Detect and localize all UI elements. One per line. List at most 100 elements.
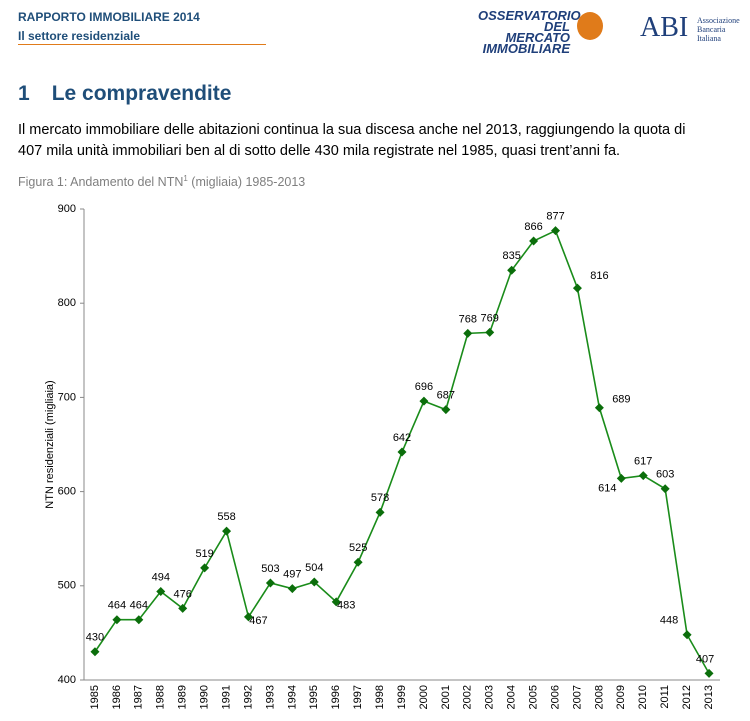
- logo-text: Associazione: [697, 16, 740, 25]
- report-subtitle: Il settore residenziale: [18, 29, 141, 43]
- data-label: 614: [598, 482, 616, 494]
- marker: [616, 473, 626, 483]
- paragraph: Il mercato immobiliare delle abitazioni …: [18, 120, 750, 162]
- marker: [507, 265, 517, 275]
- x-tick-label: 1985: [89, 685, 101, 709]
- marker: [353, 557, 363, 567]
- data-label: 525: [349, 542, 367, 554]
- marker: [572, 283, 582, 293]
- x-tick-label: 1988: [155, 685, 167, 709]
- y-tick-label: 900: [58, 203, 76, 215]
- x-tick-label: 2009: [615, 685, 627, 709]
- caption-sup: 1: [183, 174, 188, 183]
- x-tick-label: 1986: [111, 685, 123, 709]
- marker: [112, 615, 122, 625]
- x-tick-label: 2004: [506, 685, 518, 709]
- data-label: 464: [130, 600, 148, 612]
- data-label: 866: [524, 221, 542, 233]
- data-label: 689: [612, 394, 630, 406]
- marker: [594, 403, 604, 413]
- marker: [638, 471, 648, 481]
- x-tick-label: 1999: [396, 685, 408, 709]
- marker: [551, 226, 561, 236]
- data-label: 503: [261, 563, 279, 575]
- x-tick-label: 1994: [286, 685, 298, 709]
- data-label: 497: [283, 569, 301, 581]
- x-tick-label: 1998: [374, 685, 386, 709]
- data-label: 617: [634, 455, 652, 467]
- x-tick-label: 2012: [681, 685, 693, 709]
- data-label: 407: [696, 653, 714, 665]
- x-tick-label: 1991: [220, 685, 232, 709]
- data-label: 558: [217, 511, 235, 523]
- data-label: 696: [415, 381, 433, 393]
- data-label: 877: [546, 211, 564, 223]
- marker: [529, 236, 539, 246]
- y-tick-label: 600: [58, 486, 76, 498]
- x-tick-label: 2000: [418, 685, 430, 709]
- marker: [331, 597, 341, 607]
- y-tick-label: 400: [58, 674, 76, 686]
- marker: [222, 526, 232, 536]
- section-number: 1: [18, 82, 30, 105]
- logo-abi-text: Associazione Bancaria Italiana: [697, 16, 740, 43]
- section-title: Le compravendite: [51, 82, 232, 105]
- marker: [704, 668, 714, 678]
- marker: [287, 584, 297, 594]
- data-label: 687: [437, 390, 455, 402]
- data-label: 483: [337, 600, 355, 612]
- caption-rest: (migliaia) 1985-2013: [187, 175, 306, 190]
- data-label: 464: [108, 600, 126, 612]
- marker: [243, 612, 253, 622]
- marker: [419, 396, 429, 406]
- report-title: RAPPORTO IMMOBILIARE 2014: [18, 10, 200, 24]
- data-label: 768: [459, 313, 477, 325]
- paragraph-line: Il mercato immobiliare delle abitazioni …: [18, 122, 686, 138]
- x-tick-label: 1993: [264, 685, 276, 709]
- y-tick-label: 500: [58, 580, 76, 592]
- marker: [90, 647, 100, 657]
- data-label: 467: [249, 615, 267, 627]
- logo-mark: [577, 12, 603, 40]
- data-label: 494: [152, 571, 170, 583]
- x-tick-label: 1996: [330, 685, 342, 709]
- x-tick-label: 2010: [637, 685, 649, 709]
- data-label: 603: [656, 469, 674, 481]
- x-tick-label: 2007: [571, 685, 583, 709]
- section-heading: 1 Le compravendite: [18, 82, 231, 106]
- logo-text: IMMOBILIARE: [482, 41, 570, 56]
- marker: [485, 327, 495, 337]
- logo-omi: OSSERVATORIO DEL MERCATO IMMOBILIARE: [478, 8, 581, 56]
- x-tick-label: 2002: [462, 685, 474, 709]
- logo-text: Bancaria: [697, 25, 726, 34]
- data-label: 578: [371, 492, 389, 504]
- data-label: 519: [195, 548, 213, 560]
- logo-text: OSSERVATORIO: [478, 8, 581, 23]
- x-tick-label: 1989: [177, 685, 189, 709]
- marker: [178, 603, 188, 613]
- marker: [397, 447, 407, 457]
- data-label: 448: [660, 615, 678, 627]
- data-label: 430: [86, 632, 104, 644]
- x-tick-label: 1990: [199, 685, 211, 709]
- x-tick-label: 1992: [242, 685, 254, 709]
- logo-text: DEL MERCATO: [505, 19, 570, 45]
- x-tick-label: 2008: [593, 685, 605, 709]
- logo-text: Italiana: [697, 34, 721, 43]
- marker: [309, 577, 319, 587]
- marker: [200, 563, 210, 573]
- marker: [682, 630, 692, 640]
- x-tick-label: 2013: [703, 685, 715, 709]
- data-label: 642: [393, 432, 411, 444]
- x-tick-label: 1987: [133, 685, 145, 709]
- logo-abi: ABI: [640, 12, 689, 43]
- data-label: 835: [502, 250, 520, 262]
- marker: [441, 405, 451, 415]
- x-tick-label: 2005: [527, 685, 539, 709]
- y-axis-label: NTN residenziali (migliaia): [44, 380, 56, 508]
- marker: [156, 586, 166, 596]
- x-tick-label: 2011: [659, 685, 671, 709]
- x-tick-label: 1997: [352, 685, 364, 709]
